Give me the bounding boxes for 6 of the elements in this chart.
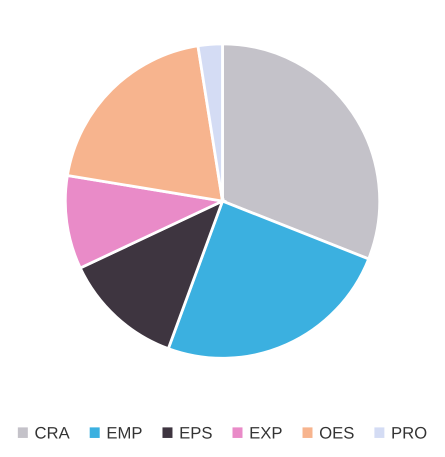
- legend-label: PRO: [392, 426, 426, 439]
- legend-label: CRA: [35, 426, 70, 439]
- legend-label: EMP: [108, 427, 142, 439]
- legend-label: EPS: [180, 426, 212, 439]
- legend-label: OES: [320, 426, 354, 439]
- legend-label: EXP: [250, 427, 282, 439]
